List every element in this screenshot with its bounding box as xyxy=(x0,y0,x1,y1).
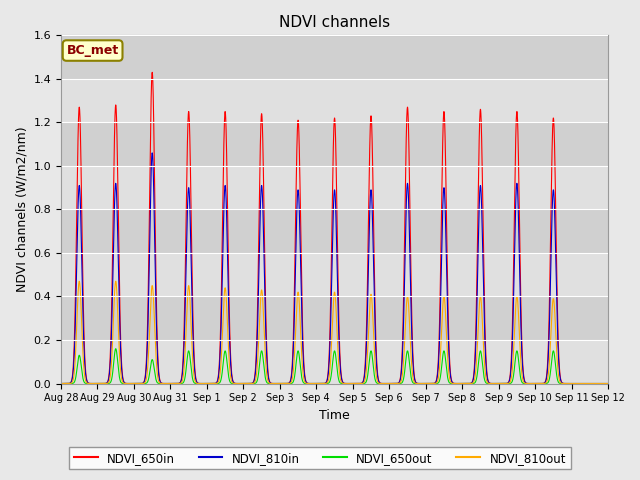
Bar xyxy=(61,79,608,122)
Bar xyxy=(61,36,608,79)
Y-axis label: NDVI channels (W/m2/nm): NDVI channels (W/m2/nm) xyxy=(15,127,28,292)
Bar xyxy=(61,297,608,340)
Bar xyxy=(61,122,608,166)
X-axis label: Time: Time xyxy=(319,409,350,422)
Text: BC_met: BC_met xyxy=(67,44,119,57)
Bar xyxy=(61,166,608,209)
Legend: NDVI_650in, NDVI_810in, NDVI_650out, NDVI_810out: NDVI_650in, NDVI_810in, NDVI_650out, NDV… xyxy=(69,447,571,469)
Bar xyxy=(61,209,608,253)
Title: NDVI channels: NDVI channels xyxy=(279,15,390,30)
Bar xyxy=(61,253,608,297)
Bar xyxy=(61,340,608,384)
